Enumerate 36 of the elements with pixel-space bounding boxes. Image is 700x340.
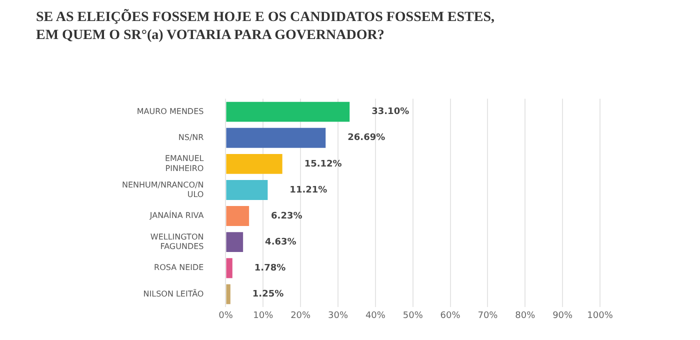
bar: [226, 102, 350, 122]
y-tick-label: NILSON LEITÃO: [143, 288, 204, 298]
bar: [226, 180, 268, 200]
y-tick-label: MAURO MENDES: [136, 106, 204, 116]
x-tick-label: 70%: [478, 310, 498, 321]
x-tick-label: 100%: [587, 310, 614, 321]
bar: [226, 206, 250, 226]
data-label: 15.12%: [304, 159, 342, 170]
x-tick-label: 80%: [515, 310, 536, 321]
data-label: 33.10%: [372, 107, 410, 118]
x-tick-label: 50%: [402, 310, 424, 321]
y-tick-label: NS/NR: [178, 132, 204, 142]
bar: [226, 154, 282, 174]
chart-title: SE AS ELEIÇÕES FOSSEM HOJE E OS CANDIDATOS FOSSEM ESTES, EM QUEM O SR°(a) VOTARIA PARA GOVERNADOR?: [36, 9, 495, 45]
x-tick-label: 40%: [365, 310, 386, 321]
data-label: 6.23%: [271, 211, 302, 222]
y-tick-label: JANAÍNA RIVA: [148, 210, 204, 220]
y-tick-label: EMANUEL PINHEIRO: [164, 154, 204, 173]
data-label: 26.69%: [348, 133, 386, 144]
x-tick-label: 30%: [328, 310, 348, 321]
bar: [226, 232, 244, 252]
y-tick-label: NENHUM/NRANCO/NULO: [122, 180, 204, 199]
data-label: 4.63%: [265, 237, 296, 248]
x-tick-label: 90%: [552, 310, 574, 321]
x-tick-label: 20%: [290, 310, 312, 321]
data-label: 1.78%: [254, 263, 286, 274]
x-tick-label: 0%: [218, 310, 234, 321]
x-tick-label: 10%: [253, 310, 274, 321]
bar: [226, 284, 230, 304]
bar: [226, 258, 232, 278]
x-tick-label: 60%: [440, 310, 461, 321]
y-tick-label: WELLINGTON FAGUNDES: [150, 232, 204, 251]
y-tick-label: ROSA NEIDE: [154, 263, 204, 272]
data-label: 11.21%: [290, 185, 328, 196]
data-label: 1.25%: [252, 290, 284, 300]
bar: [226, 128, 326, 148]
